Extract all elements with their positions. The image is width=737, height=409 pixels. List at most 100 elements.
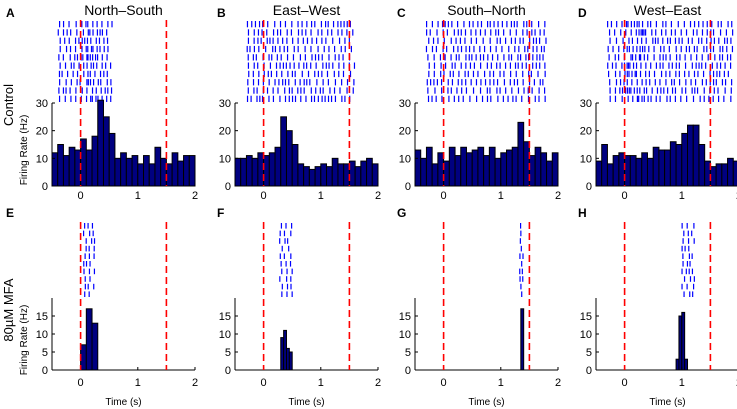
- histogram-bar: [360, 160, 368, 187]
- x-tick-label: 2: [375, 190, 381, 202]
- histogram-bar: [68, 146, 76, 187]
- histogram-bar: [51, 152, 59, 187]
- x-tick-label: 0: [441, 190, 447, 202]
- y-tick-label: 20: [399, 126, 411, 138]
- histogram-bar: [546, 160, 553, 187]
- y-tick-label: 30: [399, 98, 411, 110]
- y-tick-label: 0: [586, 365, 592, 377]
- x-tick-label: 1: [318, 190, 324, 202]
- y-tick-label: 30: [219, 98, 231, 110]
- y-tick-label: 10: [219, 153, 231, 165]
- y-tick-label: 0: [405, 181, 411, 193]
- x-tick-label: 2: [555, 190, 561, 202]
- histogram-bar: [85, 308, 93, 371]
- x-tick-label: 1: [135, 377, 141, 389]
- histogram-bar: [727, 157, 734, 187]
- histogram-bar: [443, 160, 450, 187]
- histogram-bar: [448, 146, 456, 187]
- histogram-bar: [251, 157, 259, 187]
- y-tick-label: 5: [42, 347, 48, 359]
- histogram-bar: [454, 155, 462, 187]
- y-tick-label: 10: [580, 329, 592, 341]
- histogram-bar: [652, 146, 660, 187]
- histogram-bar: [431, 163, 439, 187]
- y-tick-label: 20: [36, 126, 48, 138]
- panel-letter-a: A: [6, 6, 15, 20]
- x-tick-label: 1: [498, 377, 504, 389]
- histogram-bar: [520, 308, 525, 371]
- x-tick-label: 2: [736, 377, 737, 389]
- histogram-bar: [314, 166, 322, 187]
- histogram-bar: [646, 157, 654, 187]
- histogram-bar: [684, 358, 689, 371]
- histogram-bar: [177, 160, 185, 187]
- histogram-bar: [528, 155, 536, 187]
- y-tick-label: 10: [580, 153, 592, 165]
- histogram-bar: [263, 155, 270, 187]
- histogram-bar: [148, 163, 156, 187]
- histogram-bar: [437, 152, 445, 187]
- histogram-bar: [331, 157, 339, 187]
- x-tick-label: 2: [192, 377, 198, 389]
- y-tick-label: 0: [225, 365, 231, 377]
- histogram-bar: [91, 135, 99, 187]
- histogram-bar: [641, 152, 648, 187]
- y-tick-label: 0: [42, 181, 48, 193]
- y-tick-label: 0: [42, 365, 48, 377]
- histogram-bar: [240, 157, 247, 187]
- x-tick-label: 0: [622, 190, 628, 202]
- histogram-bar: [137, 163, 145, 187]
- histogram-bar: [371, 163, 379, 187]
- histogram-bar: [698, 144, 706, 187]
- y-tick-label: 5: [405, 347, 411, 359]
- panel-letter-h: H: [578, 206, 587, 220]
- y-tick-label: 10: [399, 329, 411, 341]
- y-tick-label: 30: [36, 98, 48, 110]
- histogram-bar: [425, 146, 433, 187]
- y-tick-label: 10: [219, 329, 231, 341]
- panel-f: F 0 1 2 0 5 10 15 Time (s): [217, 206, 381, 408]
- histogram-bar: [80, 138, 87, 187]
- x-tick-label: 2: [736, 190, 737, 202]
- histogram-bar: [658, 149, 666, 187]
- y-tick-label: 5: [225, 347, 231, 359]
- x-tick-label: 0: [441, 377, 447, 389]
- histogram-bar: [125, 157, 133, 187]
- histogram-bar: [354, 166, 362, 187]
- histogram-bar: [288, 351, 293, 371]
- histogram-bar: [618, 152, 626, 187]
- histogram-bar: [160, 157, 167, 187]
- x-tick-label: 1: [679, 190, 685, 202]
- x-tick-label: 0: [622, 377, 628, 389]
- histogram-bar: [366, 157, 373, 187]
- histogram-bar: [511, 146, 519, 187]
- histogram-bar: [635, 157, 643, 187]
- y-tick-label: 0: [225, 181, 231, 193]
- histogram-bar: [477, 146, 485, 187]
- histogram-bar: [143, 155, 150, 187]
- histogram-bar: [326, 166, 333, 187]
- histogram-bar: [601, 144, 608, 187]
- histogram-bar: [483, 155, 490, 187]
- histogram-bar: [534, 146, 542, 187]
- histogram-bar: [721, 163, 729, 187]
- y-tick-label: 0: [586, 181, 592, 193]
- x-axis-label: Time (s): [105, 397, 141, 408]
- y-tick-label: 30: [580, 98, 592, 110]
- histogram-bar: [274, 146, 282, 187]
- x-tick-label: 2: [555, 377, 561, 389]
- y-tick-label: 10: [36, 153, 48, 165]
- panel-letter-c: C: [397, 6, 406, 20]
- histogram-bar: [348, 160, 356, 187]
- histogram-bar: [291, 144, 299, 187]
- y-axis-label: Firing Rate (Hz): [19, 115, 30, 186]
- panel-letter-e: E: [6, 206, 14, 220]
- histogram-bar: [154, 146, 162, 187]
- histogram-bar: [245, 155, 253, 187]
- histogram-bar: [732, 160, 737, 187]
- panel-title-d: West–East: [634, 2, 702, 18]
- y-tick-label: 15: [36, 311, 48, 323]
